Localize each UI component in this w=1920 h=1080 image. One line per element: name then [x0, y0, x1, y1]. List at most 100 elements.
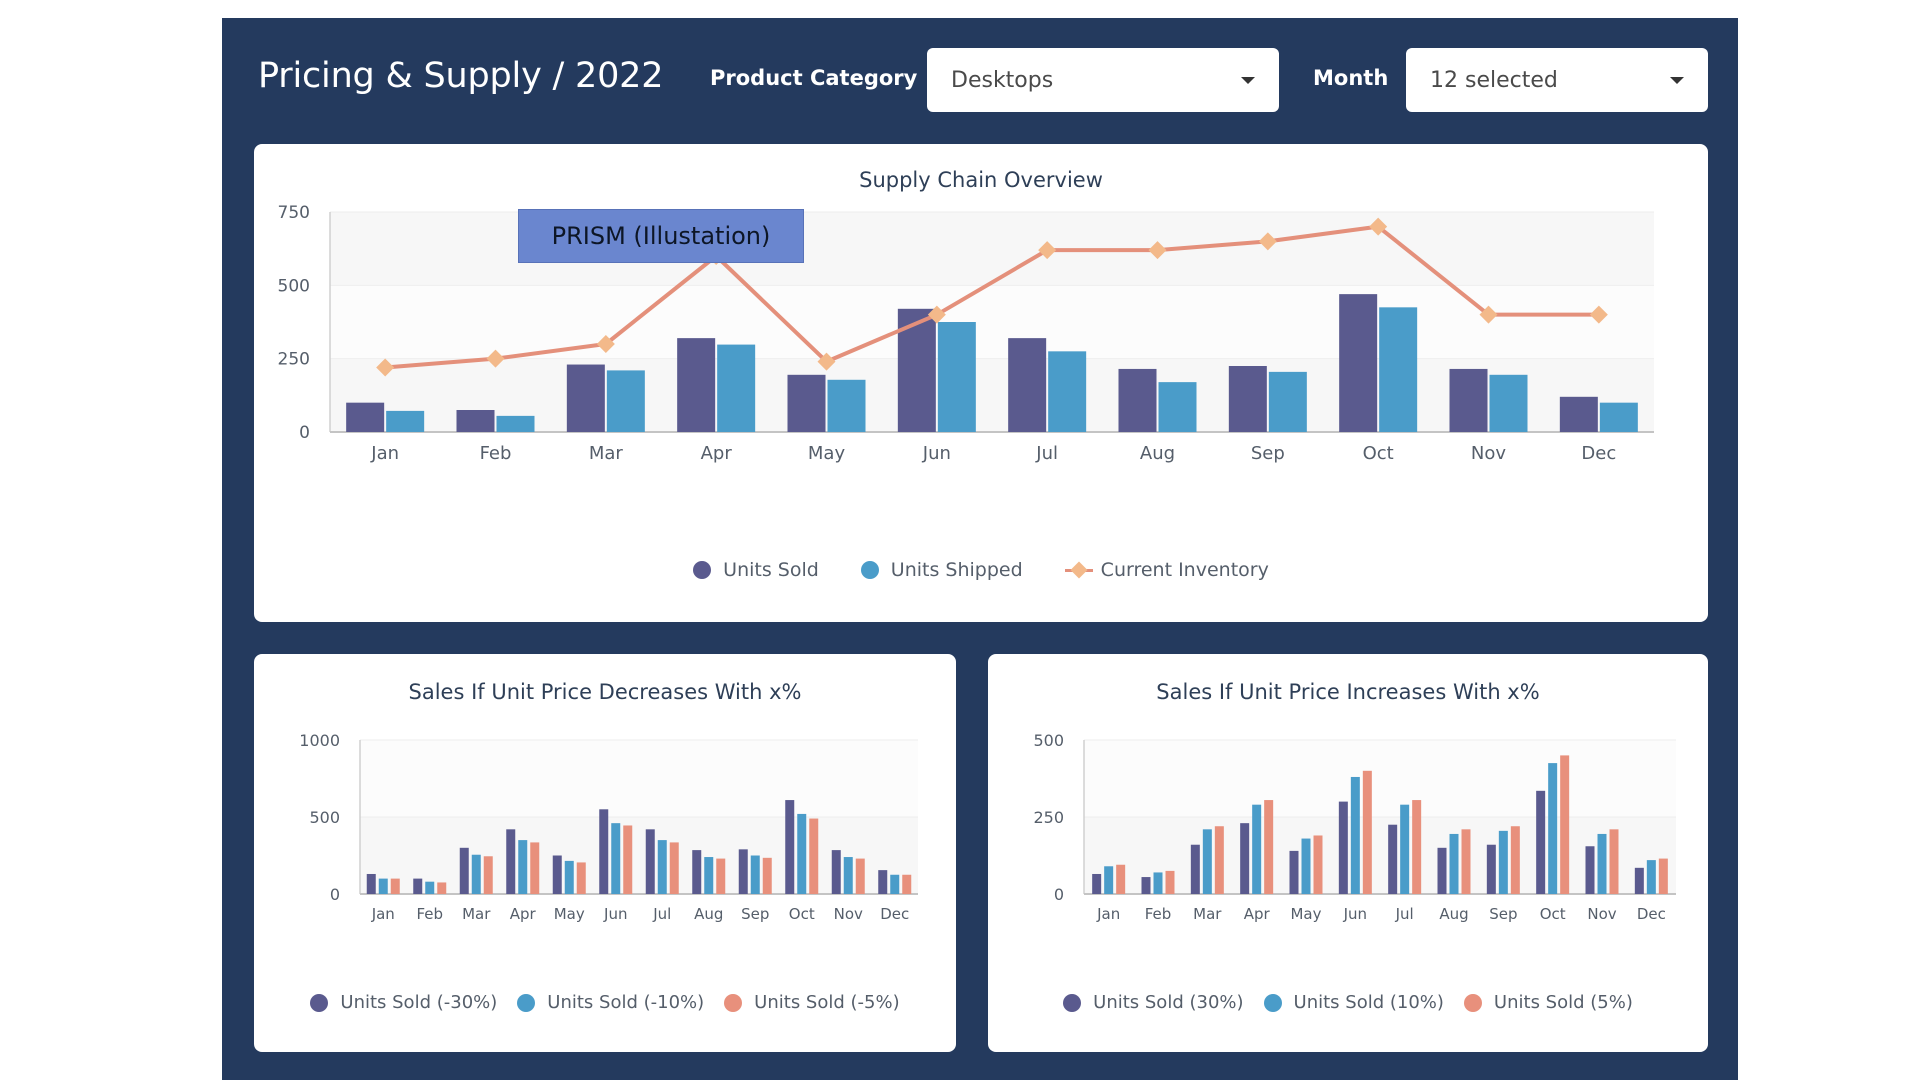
bar: [1048, 351, 1087, 432]
bar: [623, 825, 633, 894]
y-tick-label: 0: [1054, 885, 1064, 904]
legend-item-units-sold-minus-10[interactable]: Units Sold (-10%): [517, 992, 704, 1013]
bar: [1486, 844, 1496, 894]
grid-band: [330, 358, 1654, 432]
inventory-point: [1258, 232, 1277, 251]
bar: [1240, 823, 1250, 894]
y-tick-label: 500: [309, 808, 340, 827]
bar: [1498, 830, 1508, 894]
dashboard-panel: Pricing & Supply / 2022 Product Category…: [222, 18, 1738, 1080]
product-category-value: Desktops: [951, 67, 1054, 93]
bar: [1268, 371, 1307, 432]
bar: [738, 849, 748, 894]
grid-band: [330, 285, 1654, 359]
legend-item-units-shipped[interactable]: Units Shipped: [860, 559, 1023, 581]
month-value: 12 selected: [1430, 67, 1558, 93]
x-tick-label: Apr: [1244, 905, 1271, 923]
bar: [762, 857, 772, 894]
bar: [437, 882, 447, 894]
y-tick-label: 0: [299, 423, 310, 443]
bar: [878, 870, 888, 894]
bar: [677, 338, 716, 432]
bar: [1658, 858, 1668, 894]
bar: [1400, 804, 1410, 894]
legend-item-units-sold-plus-5[interactable]: Units Sold (5%): [1463, 992, 1633, 1013]
supply-chain-card: Supply Chain Overview 0 250 500 750 Jan Feb Ma…: [254, 144, 1708, 622]
x-tick-label: Jun: [922, 443, 951, 464]
x-tick-label: Jul: [652, 905, 671, 923]
x-tick-label: Jan: [370, 443, 399, 464]
chart-title: Supply Chain Overview: [859, 168, 1103, 192]
price-decrease-chart: 0 500 1000 Jan Feb Mar Apr May Jun Jul Aug Sep Oct No…: [299, 731, 918, 923]
legend-swatch: [1064, 561, 1093, 579]
price-decrease-card: Sales If Unit Price Decreases With x% 0 5…: [254, 654, 956, 1052]
product-category-label: Product Category: [710, 66, 918, 90]
bar: [471, 854, 481, 894]
bar: [1559, 396, 1598, 432]
bar: [1339, 294, 1378, 432]
x-tick-label: Jul: [1035, 443, 1058, 464]
supply-chain-chart: 0 250 500 750 Jan Feb Mar Apr May Jun Jul Aug Sep Oct…: [278, 203, 1654, 464]
grid-band: [1084, 817, 1676, 894]
x-tick-label: May: [554, 905, 585, 923]
product-category-dropdown[interactable]: Desktops: [927, 48, 1279, 112]
bar: [1252, 804, 1262, 894]
month-dropdown[interactable]: 12 selected: [1406, 48, 1708, 112]
bar: [1141, 877, 1151, 894]
bar: [346, 402, 385, 432]
bar: [1388, 824, 1398, 894]
legend-swatch: [693, 561, 712, 579]
x-tick-label: Mar: [462, 905, 491, 923]
bar: [831, 850, 841, 894]
y-tick-label: 1000: [299, 731, 340, 750]
bar: [890, 874, 900, 894]
x-tick-label: Nov: [1471, 443, 1506, 464]
x-tick-label: Jan: [371, 905, 395, 923]
x-tick-label: Apr: [510, 905, 537, 923]
x-tick-label: Mar: [1193, 905, 1222, 923]
price-increase-chart: 0 250 500 Jan Feb Mar Apr May Jun Jul Aug Sep Oct Nov…: [1033, 731, 1676, 923]
bar: [657, 840, 667, 894]
bar: [1599, 402, 1638, 432]
bar: [669, 842, 679, 894]
y-tick-label: 500: [278, 276, 310, 296]
bar: [1118, 368, 1157, 432]
legend-item-units-sold-minus-5[interactable]: Units Sold (-5%): [724, 992, 900, 1013]
legend-item-current-inventory[interactable]: Current Inventory: [1064, 559, 1269, 581]
x-tick-label: Nov: [1587, 905, 1616, 923]
bar: [1092, 873, 1102, 894]
bar: [1379, 307, 1418, 432]
chart-legend: Units Sold (-30%) Units Sold (-10%) Unit…: [254, 992, 956, 1013]
bar: [645, 829, 655, 894]
bar: [1585, 846, 1595, 894]
bar: [606, 370, 645, 432]
chevron-down-icon: [1241, 76, 1255, 84]
y-tick-label: 500: [1033, 731, 1064, 750]
legend-item-units-sold[interactable]: Units Sold: [693, 559, 819, 581]
legend-swatch: [1463, 993, 1482, 1012]
legend-label: Units Sold (10%): [1293, 992, 1444, 1013]
legend-label: Units Sold (30%): [1093, 992, 1244, 1013]
x-tick-label: Aug: [1140, 443, 1175, 464]
legend-item-units-sold-plus-30[interactable]: Units Sold (30%): [1063, 992, 1244, 1013]
bar: [1153, 872, 1163, 894]
bar: [1437, 847, 1447, 894]
legend-label: Units Sold (-10%): [547, 992, 705, 1013]
legend-item-units-sold-plus-10[interactable]: Units Sold (10%): [1263, 992, 1444, 1013]
y-tick-label: 750: [278, 203, 310, 223]
x-tick-label: May: [1290, 905, 1321, 923]
bar: [937, 322, 976, 432]
x-tick-label: Feb: [1145, 905, 1172, 923]
bar: [1489, 374, 1528, 432]
bar: [1338, 801, 1348, 894]
bar: [1165, 870, 1175, 894]
x-tick-label: May: [808, 443, 846, 464]
bar: [386, 410, 425, 432]
legend-item-units-sold-minus-30[interactable]: Units Sold (-30%): [310, 992, 497, 1013]
bar: [797, 813, 807, 894]
x-tick-label: Jul: [1395, 905, 1414, 923]
bar: [530, 842, 540, 894]
legend-swatch: [724, 993, 743, 1012]
y-tick-label: 250: [278, 350, 310, 370]
legend-label: Units Sold (5%): [1493, 992, 1633, 1013]
